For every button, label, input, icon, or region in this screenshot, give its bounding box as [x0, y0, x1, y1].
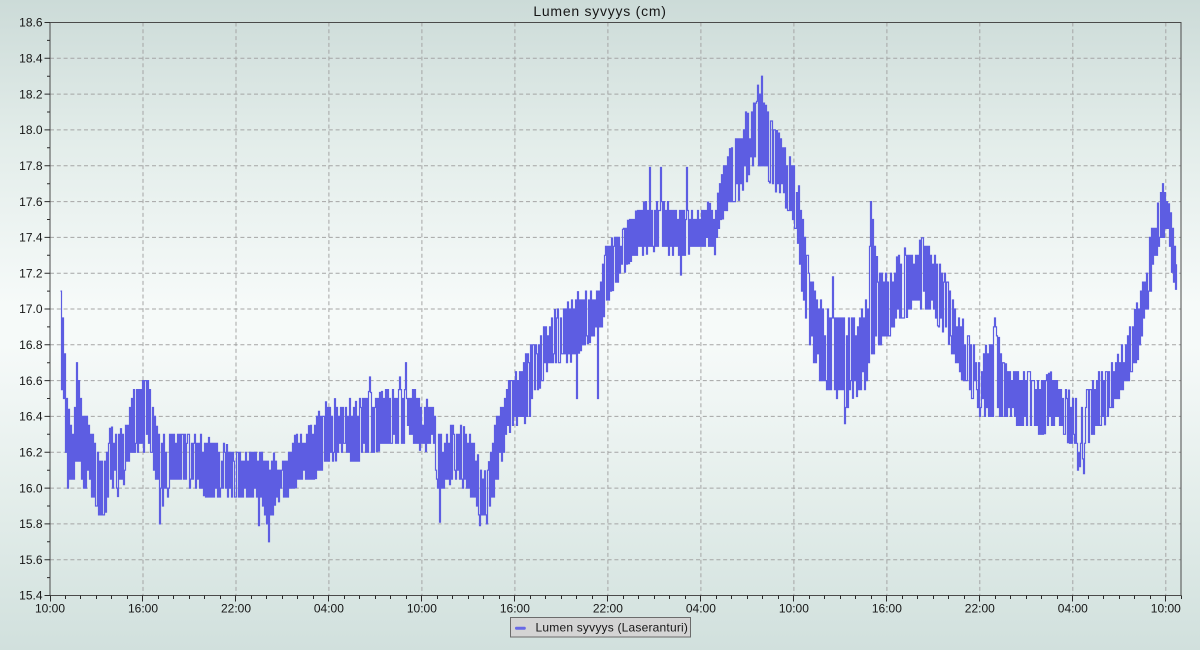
- svg-text:17.4: 17.4: [19, 231, 43, 245]
- svg-text:16.0: 16.0: [19, 481, 43, 495]
- svg-text:10:00: 10:00: [407, 602, 437, 616]
- svg-text:22:00: 22:00: [221, 602, 251, 616]
- svg-text:15.4: 15.4: [19, 589, 43, 603]
- svg-text:Lumen syvyys (Laseranturi): Lumen syvyys (Laseranturi): [536, 621, 689, 635]
- svg-text:16.8: 16.8: [19, 338, 43, 352]
- svg-text:17.8: 17.8: [19, 159, 43, 173]
- svg-text:22:00: 22:00: [965, 602, 995, 616]
- svg-text:04:00: 04:00: [1058, 602, 1088, 616]
- svg-text:10:00: 10:00: [779, 602, 809, 616]
- svg-text:17.0: 17.0: [19, 302, 43, 316]
- svg-text:22:00: 22:00: [593, 602, 623, 616]
- svg-text:18.0: 18.0: [19, 123, 43, 137]
- svg-text:18.2: 18.2: [19, 87, 43, 101]
- svg-text:18.6: 18.6: [19, 16, 43, 30]
- svg-text:15.8: 15.8: [19, 517, 43, 531]
- svg-text:10:00: 10:00: [1151, 602, 1181, 616]
- svg-text:17.6: 17.6: [19, 195, 43, 209]
- svg-text:04:00: 04:00: [314, 602, 344, 616]
- svg-text:16.2: 16.2: [19, 446, 43, 460]
- svg-text:18.4: 18.4: [19, 52, 43, 66]
- svg-text:04:00: 04:00: [686, 602, 716, 616]
- svg-text:16.4: 16.4: [19, 410, 43, 424]
- svg-text:16:00: 16:00: [500, 602, 530, 616]
- svg-text:16:00: 16:00: [872, 602, 902, 616]
- svg-text:16:00: 16:00: [128, 602, 158, 616]
- svg-text:17.2: 17.2: [19, 266, 43, 280]
- svg-text:10:00: 10:00: [35, 602, 65, 616]
- svg-text:Lumen syvyys (cm): Lumen syvyys (cm): [533, 3, 666, 19]
- svg-text:16.6: 16.6: [19, 374, 43, 388]
- svg-text:15.6: 15.6: [19, 553, 43, 567]
